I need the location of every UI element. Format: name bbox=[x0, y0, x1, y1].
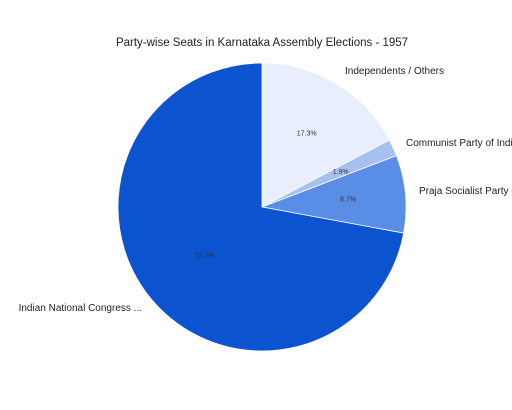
slice-percent-label: 8.7% bbox=[340, 197, 356, 204]
slice-percent-label: 72.1% bbox=[195, 252, 215, 259]
slice-labels: Independents / Others Communist Party of … bbox=[19, 66, 512, 314]
slice-category-label: Independents / Others bbox=[345, 66, 444, 77]
pie-slice bbox=[117, 62, 405, 352]
chart-title: Party-wise Seats in Karnataka Assembly E… bbox=[116, 37, 408, 49]
percent-labels: 17.3% 1.9% 8.7% 72.1% bbox=[195, 131, 356, 260]
pie-slice bbox=[261, 62, 391, 208]
pie-slices bbox=[117, 62, 407, 352]
slice-percent-label: 1.9% bbox=[333, 169, 349, 176]
slice-category-label: Praja Socialist Party (PS... bbox=[419, 186, 512, 197]
slice-category-label: Communist Party of India ... bbox=[406, 138, 512, 149]
slice-category-label: Indian National Congress ... bbox=[19, 303, 142, 314]
slice-percent-label: 17.3% bbox=[297, 131, 317, 138]
